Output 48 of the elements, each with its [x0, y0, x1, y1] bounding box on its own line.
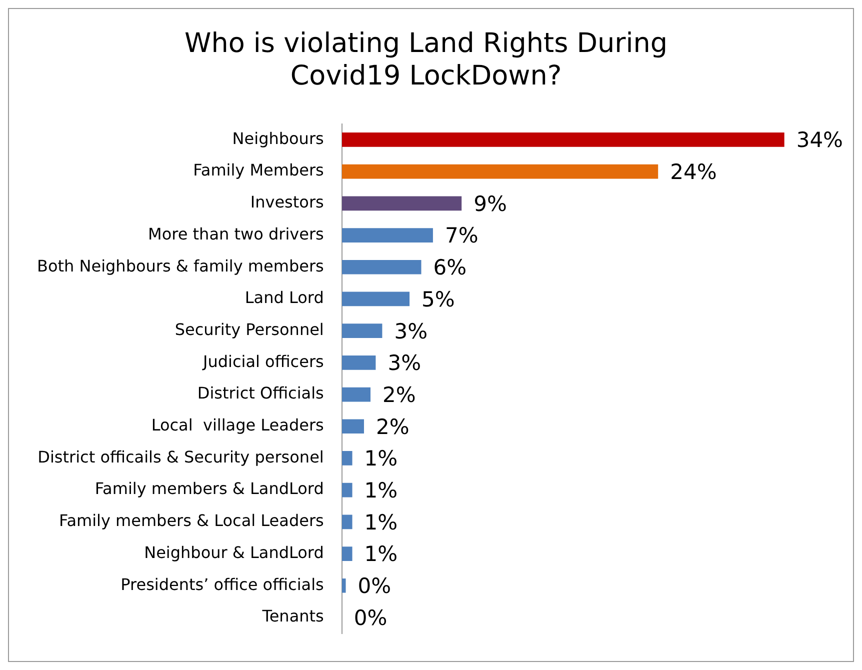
data-label: 3% — [388, 351, 422, 376]
y-tick-label: District Officials — [197, 384, 324, 403]
y-tick-label: Family Members — [193, 160, 324, 180]
data-label: 1% — [364, 478, 398, 503]
data-label: 1% — [364, 542, 398, 566]
y-tick-label: Family members & LandLord — [94, 479, 324, 498]
bar — [342, 196, 462, 211]
y-tick-label: Investors — [250, 192, 324, 212]
data-label: 5% — [422, 287, 455, 312]
data-label: 34% — [796, 128, 844, 152]
data-label: 2% — [382, 382, 416, 407]
data-label: 2% — [376, 414, 410, 439]
y-tick-label: Judicial officers — [202, 352, 324, 371]
bar — [342, 228, 433, 242]
y-tick-label: Family members & Local Leaders — [58, 511, 324, 530]
bar — [342, 546, 352, 561]
bar — [342, 514, 352, 530]
bar — [342, 132, 784, 147]
data-label: 7% — [444, 224, 478, 248]
y-tick-label: Tenants — [261, 606, 324, 626]
bar — [342, 164, 658, 179]
y-tick-label: Land Lord — [244, 288, 324, 308]
y-tick-label: Presidents’ office officials — [120, 574, 324, 594]
y-tick-label: District officails & Security personel — [38, 447, 324, 466]
data-label: 0% — [354, 606, 388, 630]
bar — [342, 482, 352, 498]
y-tick-label: Local village Leaders — [151, 416, 324, 435]
data-label: 6% — [433, 256, 467, 280]
y-tick-label: Both Neighbours & family members — [36, 256, 324, 276]
data-label: 9% — [474, 192, 507, 216]
data-label: 0% — [358, 574, 392, 598]
data-label: 24% — [670, 160, 717, 184]
data-label: 1% — [364, 446, 398, 471]
y-tick-label: Neighbours — [232, 128, 324, 148]
bar — [342, 356, 376, 370]
bar — [342, 260, 422, 274]
bar — [342, 451, 352, 466]
bar — [342, 324, 382, 338]
y-tick-label: More than two drivers — [148, 224, 324, 244]
bar — [342, 578, 346, 593]
chart-title: Who is violating Land Rights During Covid19 LockDown? — [184, 28, 668, 92]
data-label: 1% — [364, 510, 398, 534]
y-tick-label: Security Personnel — [174, 320, 324, 339]
bar — [342, 387, 370, 402]
bar — [342, 419, 364, 434]
bar — [342, 292, 410, 306]
y-tick-label: Neighbour & LandLord — [144, 542, 324, 562]
data-label: 3% — [394, 319, 428, 344]
